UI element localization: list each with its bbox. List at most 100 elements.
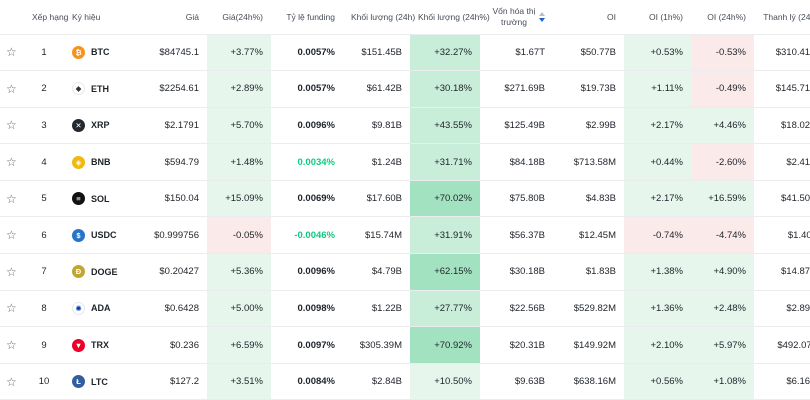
funding-cell: 0.0096% bbox=[271, 253, 343, 291]
price-cell: $127.2 bbox=[139, 363, 207, 400]
funding-cell: 0.0084% bbox=[271, 363, 343, 400]
market-cap-cell: $84.18B bbox=[480, 143, 553, 181]
oi-cell: $2.99B bbox=[553, 107, 624, 145]
symbol-column-header[interactable]: Ký hiệu bbox=[64, 0, 139, 35]
liquidation-cell: $310.41M bbox=[754, 34, 810, 72]
oi-cell: $149.92M bbox=[553, 326, 624, 364]
favorite-star-icon[interactable]: ☆ bbox=[0, 70, 24, 108]
rank-cell: 4 bbox=[24, 143, 64, 181]
liquidation-cell: $2.89M bbox=[754, 290, 810, 328]
symbol-label: DOGE bbox=[91, 266, 118, 277]
symbol-label: ADA bbox=[91, 303, 111, 314]
price-cell: $2254.61 bbox=[139, 70, 207, 108]
liquidation-cell: $1.40K bbox=[754, 216, 810, 255]
change24h-cell: +3.51% bbox=[207, 363, 271, 400]
volume-cell: $15.74M bbox=[343, 216, 410, 255]
change24h-column-header[interactable]: Giá(24h%) bbox=[207, 0, 271, 35]
volume-change-cell: +31.91% bbox=[410, 216, 480, 255]
symbol-label: BTC bbox=[91, 47, 110, 58]
funding-cell: 0.0057% bbox=[271, 34, 343, 72]
rank-cell: 9 bbox=[24, 326, 64, 364]
change24h-cell: +6.59% bbox=[207, 326, 271, 364]
change24h-cell: +5.36% bbox=[207, 253, 271, 291]
favorite-star-icon[interactable]: ☆ bbox=[0, 143, 24, 181]
symbol-cell[interactable]: $ USDC bbox=[64, 216, 139, 255]
oi24h-cell: +2.48% bbox=[691, 290, 754, 328]
oi1h-cell: +0.56% bbox=[624, 363, 691, 400]
rank-column-header[interactable]: Xếp hạng bbox=[24, 0, 68, 35]
sort-icon[interactable] bbox=[539, 11, 545, 22]
symbol-cell[interactable]: ≡ SOL bbox=[64, 180, 139, 218]
symbol-cell[interactable]: ₿ BTC bbox=[64, 34, 139, 72]
price-column-header[interactable]: Giá bbox=[139, 0, 207, 35]
table-row[interactable]: ☆ 3 ✕ XRP $2.1791 +5.70% 0.0096% $9.81B +43.55% $… bbox=[0, 107, 810, 145]
symbol-cell[interactable]: ✺ ADA bbox=[64, 290, 139, 328]
table-row[interactable]: ☆ 2 ◆ ETH $2254.61 +2.89% 0.0057% $61.42B +30.18… bbox=[0, 70, 810, 108]
volume-change-cell: +70.92% bbox=[410, 326, 480, 364]
oi1h-cell: +1.36% bbox=[624, 290, 691, 328]
funding-cell: 0.0034% bbox=[271, 143, 343, 181]
oi-cell: $19.73B bbox=[553, 70, 624, 108]
change24h-cell: +5.70% bbox=[207, 107, 271, 145]
oi1h-column-header[interactable]: OI (1h%) bbox=[624, 0, 691, 35]
symbol-cell[interactable]: ◆ ETH bbox=[64, 70, 139, 108]
symbol-cell[interactable]: ▼ TRX bbox=[64, 326, 139, 364]
table-row[interactable]: ☆ 1 ₿ BTC $84745.1 +3.77% 0.0057% $151.45B +32.2… bbox=[0, 34, 810, 72]
favorite-star-icon[interactable]: ☆ bbox=[0, 253, 24, 291]
eth-icon: ◆ bbox=[72, 82, 85, 96]
table-row[interactable]: ☆ 5 ≡ SOL $150.04 +15.09% 0.0069% $17.60B +70.02… bbox=[0, 180, 810, 218]
symbol-cell[interactable]: Ð DOGE bbox=[64, 253, 139, 291]
favorite-star-icon[interactable]: ☆ bbox=[0, 34, 24, 72]
volume-change-cell: +32.27% bbox=[410, 34, 480, 72]
funding-cell: 0.0096% bbox=[271, 107, 343, 145]
market-cap-column-header[interactable]: Vốn hóa thị trường bbox=[480, 0, 553, 35]
favorite-star-icon[interactable]: ☆ bbox=[0, 326, 24, 364]
symbol-cell[interactable]: Ł LTC bbox=[64, 363, 139, 400]
table-row[interactable]: ☆ 10 Ł LTC $127.2 +3.51% 0.0084% $2.84B +10.50% $… bbox=[0, 363, 810, 400]
favorite-star-icon[interactable]: ☆ bbox=[0, 363, 24, 400]
funding-column-header[interactable]: Tỷ lệ funding bbox=[271, 0, 343, 35]
funding-cell: 0.0098% bbox=[271, 290, 343, 328]
oi24h-cell: +5.97% bbox=[691, 326, 754, 364]
volume-column-header[interactable]: Khối lượng (24h) bbox=[343, 0, 415, 35]
symbol-label: LTC bbox=[91, 376, 108, 387]
table-row[interactable]: ☆ 8 ✺ ADA $0.6428 +5.00% 0.0098% $1.22B +27.77% $… bbox=[0, 290, 810, 328]
favorite-star-icon[interactable]: ☆ bbox=[0, 107, 24, 145]
price-cell: $0.6428 bbox=[139, 290, 207, 328]
favorite-star-icon[interactable]: ☆ bbox=[0, 216, 24, 255]
symbol-cell[interactable]: ◈ BNB bbox=[64, 143, 139, 181]
oi-column-header[interactable]: OI bbox=[553, 0, 624, 35]
rank-cell: 8 bbox=[24, 290, 64, 328]
table-row[interactable]: ☆ 7 Ð DOGE $0.20427 +5.36% 0.0096% $4.79B +62.15… bbox=[0, 253, 810, 291]
price-cell: $0.236 bbox=[139, 326, 207, 364]
oi1h-cell: +2.17% bbox=[624, 180, 691, 218]
liquidation-column-header[interactable]: Thanh lý (24h) bbox=[754, 0, 810, 35]
change24h-cell: +2.89% bbox=[207, 70, 271, 108]
volume-change-column-header[interactable]: Khối lượng (24h%) bbox=[410, 0, 490, 35]
volume-change-cell: +70.02% bbox=[410, 180, 480, 218]
favorite-star-icon[interactable]: ☆ bbox=[0, 180, 24, 218]
market-cap-cell: $20.31B bbox=[480, 326, 553, 364]
oi24h-column-header[interactable]: OI (24h%) bbox=[691, 0, 754, 35]
btc-icon: ₿ bbox=[72, 45, 85, 59]
price-cell: $2.1791 bbox=[139, 107, 207, 145]
change24h-cell: +15.09% bbox=[207, 180, 271, 218]
rank-cell: 1 bbox=[24, 34, 64, 72]
oi1h-cell: +2.10% bbox=[624, 326, 691, 364]
oi24h-cell: +4.90% bbox=[691, 253, 754, 291]
oi-cell: $638.16M bbox=[553, 363, 624, 400]
symbol-cell[interactable]: ✕ XRP bbox=[64, 107, 139, 145]
funding-cell: 0.0097% bbox=[271, 326, 343, 364]
volume-cell: $305.39M bbox=[343, 326, 410, 364]
doge-icon: Ð bbox=[72, 265, 85, 279]
volume-cell: $9.81B bbox=[343, 107, 410, 145]
funding-cell: 0.0069% bbox=[271, 180, 343, 218]
favorite-star-icon[interactable]: ☆ bbox=[0, 290, 24, 328]
table-row[interactable]: ☆ 6 $ USDC $0.999756 -0.05% -0.0046% $15.74M +31… bbox=[0, 216, 810, 255]
table-row[interactable]: ☆ 4 ◈ BNB $594.79 +1.48% 0.0034% $1.24B +31.71% $… bbox=[0, 143, 810, 181]
market-cap-cell: $125.49B bbox=[480, 107, 553, 145]
oi1h-cell: +2.17% bbox=[624, 107, 691, 145]
table-row[interactable]: ☆ 9 ▼ TRX $0.236 +6.59% 0.0097% $305.39M +70.92%… bbox=[0, 326, 810, 364]
volume-cell: $151.45B bbox=[343, 34, 410, 72]
